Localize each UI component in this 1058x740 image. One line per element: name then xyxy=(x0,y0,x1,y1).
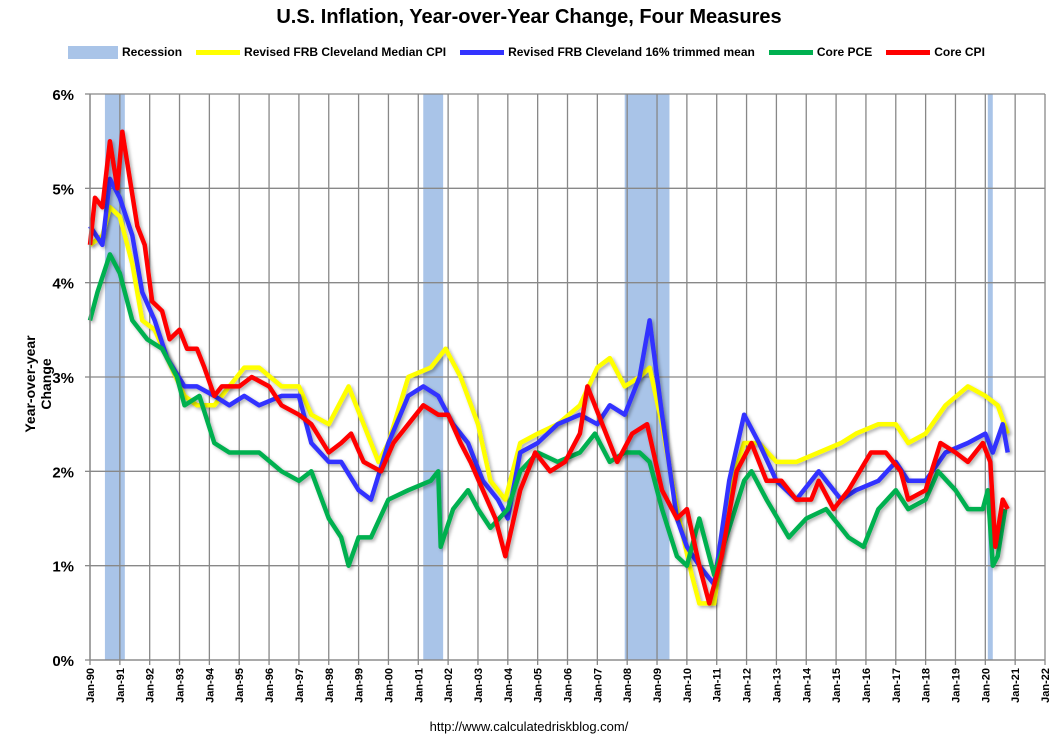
legend: Recession Revised FRB Cleveland Median C… xyxy=(68,45,999,59)
legend-swatch-median-cpi xyxy=(196,49,241,55)
legend-swatch-core-pce xyxy=(768,49,813,55)
y-tick-label: 2% xyxy=(52,464,74,481)
x-tick-label: Jan-99 xyxy=(354,668,366,703)
chart-title: U.S. Inflation, Year-over-Year Change, F… xyxy=(276,6,782,28)
legend-swatch-recession xyxy=(68,45,118,59)
legend-label-trimmed-mean: Revised FRB Cleveland 16% trimmed mean xyxy=(508,45,755,59)
x-tick-label: Jan-10 xyxy=(682,668,694,703)
x-tick-label: Jan-13 xyxy=(771,668,783,703)
legend-item-recession: Recession xyxy=(68,45,182,59)
y-tick-label: 6% xyxy=(52,87,74,104)
legend-item-core-cpi: Core CPI xyxy=(886,45,985,59)
x-tick-label: Jan-05 xyxy=(533,668,545,703)
x-tick-label: Jan-21 xyxy=(1010,668,1022,703)
x-tick-label: Jan-14 xyxy=(801,667,813,703)
legend-item-core-pce: Core PCE xyxy=(768,45,873,59)
legend-label-recession: Recession xyxy=(122,45,183,59)
x-tick-label: Jan-93 xyxy=(175,668,187,703)
source-url: http://www.calculatedriskblog.com/ xyxy=(429,719,629,734)
legend-item-trimmed-mean: Revised FRB Cleveland 16% trimmed mean xyxy=(460,45,755,59)
legend-item-median-cpi: Revised FRB Cleveland Median CPI xyxy=(196,45,446,59)
x-tick-label: Jan-03 xyxy=(473,668,485,703)
x-tick-label: Jan-00 xyxy=(383,668,395,703)
legend-label-median-cpi: Revised FRB Cleveland Median CPI xyxy=(244,45,447,59)
x-tick-label: Jan-96 xyxy=(264,668,276,703)
y-tick-label: 5% xyxy=(52,181,74,198)
x-tick-label: Jan-11 xyxy=(712,668,724,702)
x-tick-label: Jan-16 xyxy=(861,668,873,703)
series-line-revised-frb-cleveland-median-cpi xyxy=(88,204,1010,606)
x-tick-label: Jan-94 xyxy=(204,667,216,703)
x-tick-label: Jan-07 xyxy=(592,668,604,703)
x-tick-label: Jan-15 xyxy=(831,668,843,703)
y-tick-label: 0% xyxy=(52,653,74,670)
legend-label-core-pce: Core PCE xyxy=(816,45,873,59)
y-tick-label: 3% xyxy=(52,370,74,387)
x-tick-label: Jan-19 xyxy=(950,668,962,703)
x-tick-label: Jan-97 xyxy=(294,668,306,703)
x-tick-label: Jan-91 xyxy=(115,668,127,703)
series-line-core-pce xyxy=(87,252,1008,578)
x-tick-label: Jan-12 xyxy=(742,668,754,703)
y-tick-label: 1% xyxy=(52,559,74,576)
x-tick-label: Jan-17 xyxy=(891,668,903,703)
legend-swatch-core-cpi xyxy=(886,49,931,55)
x-tick-label: Jan-92 xyxy=(145,668,157,703)
x-tick-label: Jan-01 xyxy=(413,668,425,703)
x-tick-label: Jan-06 xyxy=(563,668,575,703)
x-tick-label: Jan-20 xyxy=(980,668,992,703)
legend-label-core-cpi: Core CPI xyxy=(934,45,985,59)
x-tick-label: Jan-18 xyxy=(921,668,933,703)
x-tick-label: Jan-09 xyxy=(652,668,664,703)
x-tick-label: Jan-08 xyxy=(622,668,634,703)
series-line-revised-frb-cleveland-16-trimmed-mean xyxy=(88,176,1010,587)
x-tick-label: Jan-90 xyxy=(85,668,97,703)
legend-swatch-trimmed-mean xyxy=(460,49,505,55)
y-tick-label: 4% xyxy=(52,276,74,293)
x-tick-label: Jan-02 xyxy=(443,668,455,703)
x-tick-label: Jan-98 xyxy=(324,668,336,703)
series-line-core-cpi xyxy=(87,129,1010,606)
x-tick-label: Jan-95 xyxy=(234,668,246,703)
x-tick-label: Jan-04 xyxy=(503,667,515,703)
x-tick-label: Jan-22 xyxy=(1040,668,1052,703)
